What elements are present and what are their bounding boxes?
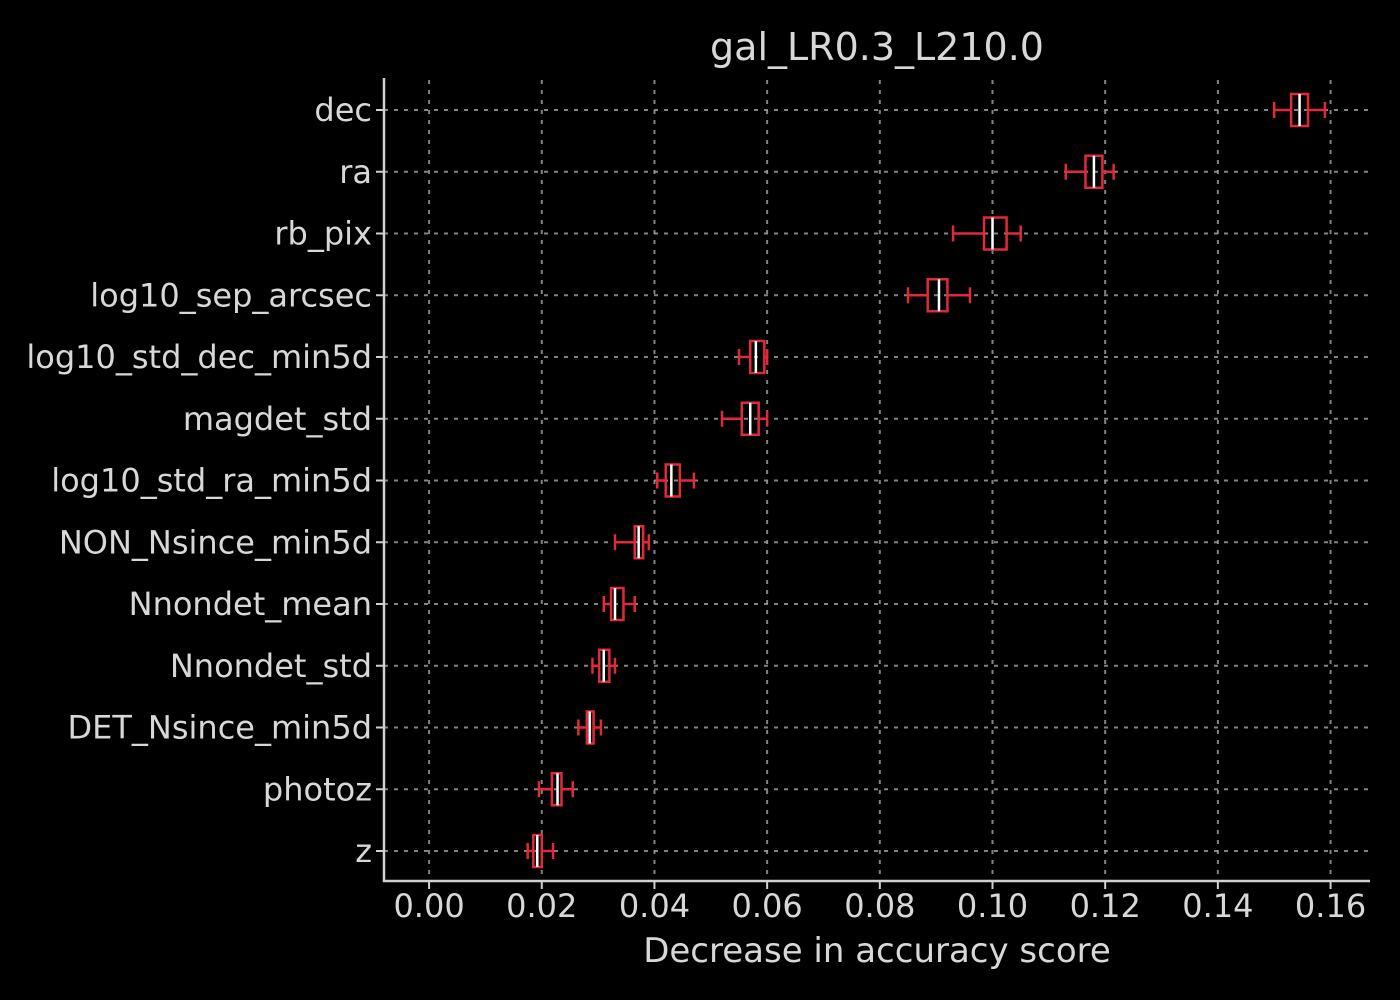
y-tick-label: log10_std_ra_min5d xyxy=(51,462,372,500)
x-tick-label: 0.16 xyxy=(1295,887,1366,925)
y-tick-label: log10_sep_arcsec xyxy=(90,276,372,314)
box-log10_std_ra_min5d xyxy=(656,463,696,498)
y-tick-labels: dec ra rb_pix log10_sep_arcsec log10_std_dec… xyxy=(26,91,384,870)
x-tick-label: 0.04 xyxy=(619,887,690,925)
box-ra xyxy=(1064,154,1115,189)
y-tick-label: NON_Nsince_min5d xyxy=(59,523,372,561)
y-tick-label: rb_pix xyxy=(274,215,372,253)
y-tick-label: ra xyxy=(339,153,372,191)
chart-title: gal_LR0.3_L210.0 xyxy=(710,25,1044,69)
x-tick-label: 0.10 xyxy=(957,887,1028,925)
box-layer xyxy=(526,92,1327,869)
x-tick-label: 0.12 xyxy=(1070,887,1141,925)
box-photoz xyxy=(537,772,574,807)
y-tick-label: Nnondet_mean xyxy=(129,585,372,623)
grid-layer xyxy=(384,80,1370,881)
box-DET_Nsince_min5d xyxy=(577,710,603,745)
iqr-box xyxy=(609,586,625,622)
x-tick-label: 0.14 xyxy=(1182,887,1253,925)
box-Nnondet_mean xyxy=(602,586,636,622)
box-dec xyxy=(1272,92,1327,128)
box-NON_Nsince_min5d xyxy=(613,525,651,560)
box-log10_std_dec_min5d xyxy=(737,339,769,375)
iqr-box xyxy=(926,278,949,313)
box-magdet_std xyxy=(720,401,769,436)
y-tick-label: dec xyxy=(314,91,372,129)
box-log10_sep_arcsec xyxy=(906,278,972,313)
box-z xyxy=(526,833,555,869)
x-tick-label: 0.00 xyxy=(393,887,464,925)
y-tick-label: log10_std_dec_min5d xyxy=(26,338,372,376)
iqr-box xyxy=(982,216,1008,251)
x-tick-label: 0.06 xyxy=(732,887,803,925)
y-tick-label: Nnondet_std xyxy=(170,647,372,685)
iqr-box xyxy=(664,463,682,498)
iqr-box xyxy=(748,339,766,375)
box-rb_pix xyxy=(951,216,1022,251)
x-tick-label: 0.08 xyxy=(844,887,915,925)
y-tick-label: magdet_std xyxy=(183,400,372,438)
y-tick-label: z xyxy=(355,832,372,870)
y-tick-label: photoz xyxy=(263,770,372,808)
x-tick-labels: 0.00 0.02 0.04 0.06 0.08 0.10 0.12 0.14 0.16 xyxy=(393,881,1366,925)
x-tick-label: 0.02 xyxy=(506,887,577,925)
x-axis-label: Decrease in accuracy score xyxy=(643,931,1111,971)
box-Nnondet_std xyxy=(591,648,617,683)
y-tick-label: DET_Nsince_min5d xyxy=(68,709,372,747)
